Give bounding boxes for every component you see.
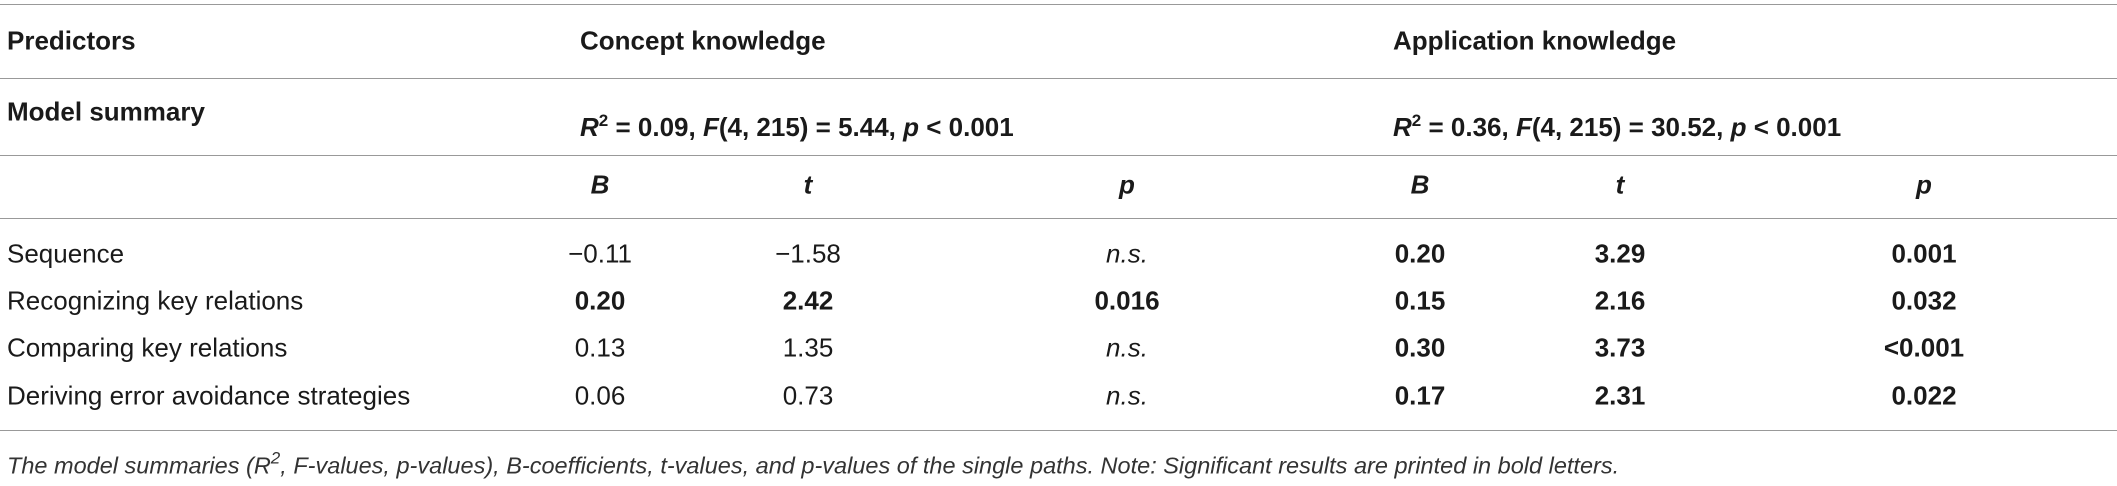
cell: 0.016 xyxy=(1094,285,1160,316)
cell: 3.29 xyxy=(1594,238,1646,269)
cell: 0.13 xyxy=(574,332,626,363)
cell: 0.20 xyxy=(1394,238,1446,269)
text: p xyxy=(1730,112,1747,142)
rule xyxy=(0,218,2117,219)
text: The model summaries (R xyxy=(7,452,271,479)
cell: <0.001 xyxy=(1883,332,1965,363)
cell: 0.73 xyxy=(782,380,834,411)
rule xyxy=(0,4,2117,5)
header-cell: Concept knowledge xyxy=(580,25,826,56)
row-label: Deriving error avoidance strategies xyxy=(7,380,411,411)
row-label: Comparing key relations xyxy=(7,332,288,363)
cell: 1.35 xyxy=(782,332,834,363)
rule xyxy=(0,78,2117,79)
column-header: t xyxy=(803,169,813,200)
text: R xyxy=(1393,112,1412,142)
cell: n.s. xyxy=(1106,238,1148,269)
cell: 0.20 xyxy=(574,285,626,316)
text: R xyxy=(580,112,599,142)
row-label: Recognizing key relations xyxy=(7,285,304,316)
cell: 0.032 xyxy=(1891,285,1957,316)
cell: n.s. xyxy=(1106,332,1148,363)
caption: The model summaries (R2, F-values, p-val… xyxy=(7,450,1620,480)
text: 2 xyxy=(598,111,609,130)
rule xyxy=(0,155,2117,156)
cell: −1.58 xyxy=(775,238,841,269)
model-summary: R2 = 0.36, F(4, 215) = 30.52, p < 0.001 xyxy=(1393,81,1841,143)
text: (4, 215) = 5.44, xyxy=(718,112,904,142)
cell: 2.16 xyxy=(1594,285,1646,316)
header-cell: Predictors xyxy=(7,25,136,56)
column-header: t xyxy=(1615,169,1625,200)
cell: 0.30 xyxy=(1394,332,1446,363)
header-cell: Application knowledge xyxy=(1393,25,1677,56)
text: F xyxy=(702,112,719,142)
cell: 3.73 xyxy=(1594,332,1646,363)
cell: 0.17 xyxy=(1394,380,1446,411)
row-label: Model summary xyxy=(7,96,205,127)
cell: n.s. xyxy=(1106,380,1148,411)
text: 2 xyxy=(270,448,281,468)
text: F xyxy=(1515,112,1532,142)
model-summary: R2 = 0.09, F(4, 215) = 5.44, p < 0.001 xyxy=(580,81,1014,143)
cell: 2.31 xyxy=(1594,380,1646,411)
rule xyxy=(0,430,2117,431)
cell: 0.15 xyxy=(1394,285,1446,316)
text: (4, 215) = 30.52, xyxy=(1531,112,1731,142)
text: < 0.001 xyxy=(919,112,1014,142)
row-label: Sequence xyxy=(7,238,125,269)
cell: 0.022 xyxy=(1891,380,1957,411)
cell: −0.11 xyxy=(568,238,632,269)
column-header: B xyxy=(1410,169,1430,200)
column-header: B xyxy=(590,169,610,200)
column-header: p xyxy=(1916,169,1932,200)
text: p xyxy=(903,112,920,142)
text: = 0.36, xyxy=(1421,112,1516,142)
cell: 0.001 xyxy=(1891,238,1957,269)
text: = 0.09, xyxy=(608,112,703,142)
text: , F-values, p-values), B-coefficients, t… xyxy=(280,452,1620,479)
text: 2 xyxy=(1411,111,1422,130)
cell: 0.06 xyxy=(574,380,626,411)
text: < 0.001 xyxy=(1746,112,1842,142)
column-header: p xyxy=(1119,169,1135,200)
cell: 2.42 xyxy=(782,285,834,316)
